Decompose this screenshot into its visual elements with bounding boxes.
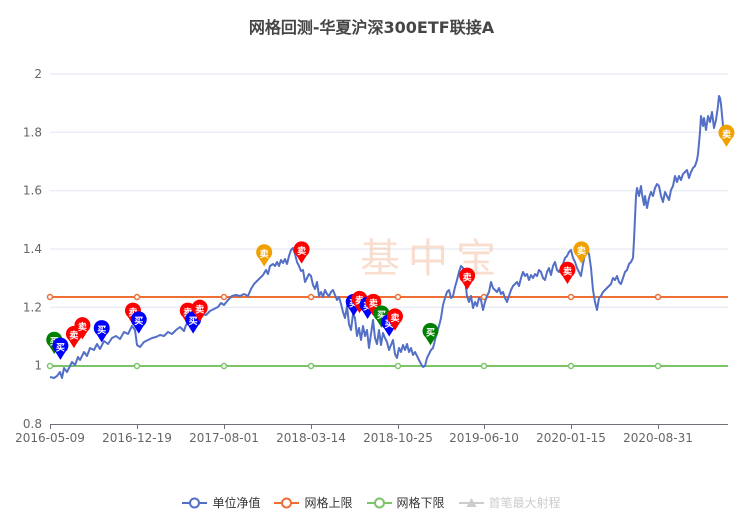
x-tick-label: 2018-10-25 bbox=[363, 431, 433, 445]
svg-text:卖: 卖 bbox=[463, 271, 472, 283]
svg-text:买: 买 bbox=[134, 316, 143, 327]
legend-item-grid-lower[interactable]: 网格下限 bbox=[366, 494, 445, 511]
series-grid-lower bbox=[46, 362, 728, 370]
svg-text:卖: 卖 bbox=[722, 128, 731, 140]
x-tick-label: 2020-08-31 bbox=[623, 431, 693, 445]
svg-text:买: 买 bbox=[377, 310, 386, 321]
trade-marker-sell-pin-icon[interactable]: 卖 bbox=[386, 308, 403, 331]
svg-text:卖: 卖 bbox=[577, 245, 586, 257]
legend-item-max-range[interactable]: 首笔最大射程 bbox=[458, 494, 561, 511]
watermark: 基中宝 bbox=[360, 236, 504, 282]
y-tick-label: 1.2 bbox=[23, 300, 42, 314]
y-tick-label: 1 bbox=[34, 359, 42, 373]
trade-marker-buy-pin-icon[interactable]: 买 bbox=[93, 320, 110, 343]
trade-marker-sell-pin-icon[interactable]: 卖 bbox=[74, 317, 91, 340]
svg-text:卖: 卖 bbox=[563, 265, 572, 277]
y-grid bbox=[50, 73, 728, 367]
svg-text:买: 买 bbox=[385, 319, 394, 330]
trade-marker-sell-pin-icon[interactable]: 卖 bbox=[718, 124, 735, 147]
trade-marker-buy-pin-icon[interactable]: 买 bbox=[52, 337, 69, 360]
svg-text:卖: 卖 bbox=[297, 245, 306, 257]
y-axis-labels: 2 1.8 1.6 1.4 1.2 1 0.8 bbox=[23, 67, 42, 431]
legend-line-triangle-icon bbox=[458, 497, 484, 507]
y-tick-label: 1.8 bbox=[23, 125, 42, 139]
y-tick-label: 0.8 bbox=[23, 417, 42, 431]
legend-item-grid-upper[interactable]: 网格上限 bbox=[274, 494, 353, 511]
legend-line-circle-icon bbox=[182, 497, 208, 508]
svg-text:买: 买 bbox=[426, 328, 435, 339]
svg-text:买: 买 bbox=[56, 342, 65, 353]
trade-marker-sell-pin-icon[interactable]: 卖 bbox=[573, 241, 590, 264]
legend-line-circle-icon bbox=[274, 497, 300, 508]
trade-marker-sell-pin-icon[interactable]: 卖 bbox=[459, 267, 476, 290]
x-axis bbox=[50, 424, 728, 429]
x-axis-labels: 2016-05-09 2016-12-19 2017-08-01 2018-03… bbox=[15, 431, 693, 445]
trade-marker-sell-pin-icon[interactable]: 卖 bbox=[559, 261, 576, 284]
trade-markers: 买买卖卖买卖买卖买卖卖卖买卖买卖买买卖买卖卖卖卖 bbox=[46, 124, 735, 360]
trade-marker-sell-pin-icon[interactable]: 卖 bbox=[256, 244, 273, 267]
svg-text:卖: 卖 bbox=[390, 312, 399, 324]
svg-text:买: 买 bbox=[189, 316, 198, 327]
legend-label: 网格下限 bbox=[396, 496, 445, 510]
x-tick-label: 2016-12-19 bbox=[102, 431, 172, 445]
legend-label: 网格上限 bbox=[304, 496, 353, 510]
svg-text:卖: 卖 bbox=[260, 248, 269, 260]
trade-marker-buy-pin-icon[interactable]: 买 bbox=[422, 323, 439, 346]
svg-text:卖: 卖 bbox=[195, 303, 204, 315]
trade-marker-sell-pin-icon[interactable]: 卖 bbox=[365, 293, 382, 317]
legend-label: 单位净值 bbox=[212, 496, 261, 510]
trade-marker-buy-pin-icon[interactable]: 买 bbox=[130, 311, 147, 334]
trade-marker-sell-pin-icon[interactable]: 卖 bbox=[124, 302, 141, 325]
series-grid-upper bbox=[46, 293, 728, 301]
chart-legend: 单位净值 网格上限 网格下限 首笔最大射程 bbox=[0, 494, 743, 511]
y-tick-label: 2 bbox=[34, 67, 42, 81]
chart-title: 网格回测-华夏沪深300ETF联接A bbox=[248, 18, 495, 37]
y-tick-label: 1.4 bbox=[23, 242, 42, 256]
trade-marker-buy-pin-icon[interactable]: 买 bbox=[373, 305, 390, 328]
svg-text:卖: 卖 bbox=[69, 330, 78, 342]
y-tick-label: 1.6 bbox=[23, 184, 42, 198]
x-tick-label: 2018-03-14 bbox=[276, 431, 346, 445]
svg-text:卖: 卖 bbox=[355, 295, 364, 307]
x-tick-label: 2020-01-15 bbox=[536, 431, 606, 445]
x-tick-label: 2017-08-01 bbox=[189, 431, 259, 445]
legend-line-circle-icon bbox=[366, 497, 392, 508]
svg-text:卖: 卖 bbox=[128, 306, 137, 318]
trade-marker-sell-pin-icon[interactable]: 卖 bbox=[191, 299, 208, 322]
x-tick-label: 2019-06-10 bbox=[449, 431, 519, 445]
series-nav-line bbox=[49, 95, 728, 379]
svg-text:买: 买 bbox=[97, 325, 106, 336]
legend-item-nav[interactable]: 单位净值 bbox=[182, 494, 260, 511]
trade-marker-sell-pin-icon[interactable]: 卖 bbox=[293, 241, 310, 264]
svg-text:卖: 卖 bbox=[369, 298, 378, 310]
svg-text:卖: 卖 bbox=[78, 321, 87, 333]
legend-label: 首笔最大射程 bbox=[488, 496, 561, 510]
trade-marker-sell-pin-icon[interactable]: 卖 bbox=[351, 290, 368, 314]
svg-text:卖: 卖 bbox=[183, 306, 192, 318]
x-tick-label: 2016-05-09 bbox=[15, 431, 85, 445]
